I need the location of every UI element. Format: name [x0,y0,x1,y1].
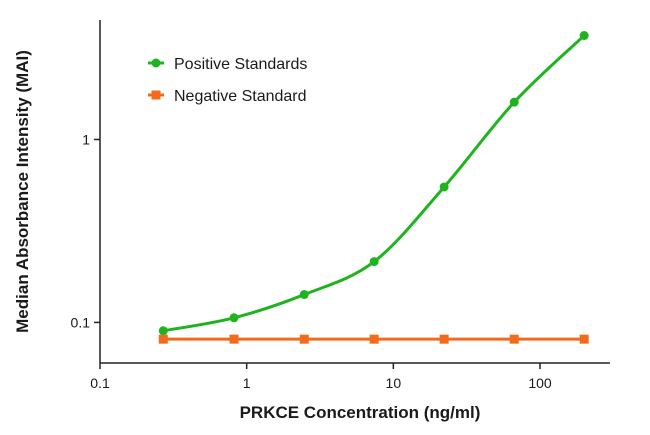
legend-label: Positive Standards [174,56,307,73]
data-point [439,334,449,344]
data-point [369,257,379,267]
data-point [509,334,519,344]
axes [99,20,610,364]
data-point [299,290,309,300]
data-point [229,313,239,323]
tick-labels: 0.1 1 10 100 0.1 1 [71,131,552,391]
x-tick-label: 1 [243,375,251,391]
y-tick-label: 0.1 [71,314,91,330]
series-line-0 [162,34,586,333]
legend: Positive Standards Negative Standard [148,56,307,105]
x-tick-label: 100 [528,375,552,391]
data-point [439,182,449,192]
data-point [509,97,519,107]
series-1 [158,334,589,344]
x-axis-title: PRKCE Concentration (ng/ml) [240,403,481,422]
y-tick-label: 1 [82,131,90,147]
data-point [299,334,309,344]
series-0 [158,31,589,336]
legend-marker [151,58,161,68]
data-point [158,334,168,344]
data-point [229,334,239,344]
data-point [579,31,589,41]
data-point [369,334,379,344]
data-point [579,334,589,344]
x-tick-label: 10 [386,375,402,391]
legend-label: Negative Standard [174,88,307,105]
legend-item-0: Positive Standards [148,56,307,73]
series-layer [158,31,589,344]
y-axis-title: Median Absorbance Intensity (MAI) [13,50,32,333]
legend-item-1: Negative Standard [148,88,307,105]
data-point [158,326,168,336]
x-tick-label: 0.1 [90,375,110,391]
tick-marks [94,138,541,369]
legend-marker [151,90,161,100]
